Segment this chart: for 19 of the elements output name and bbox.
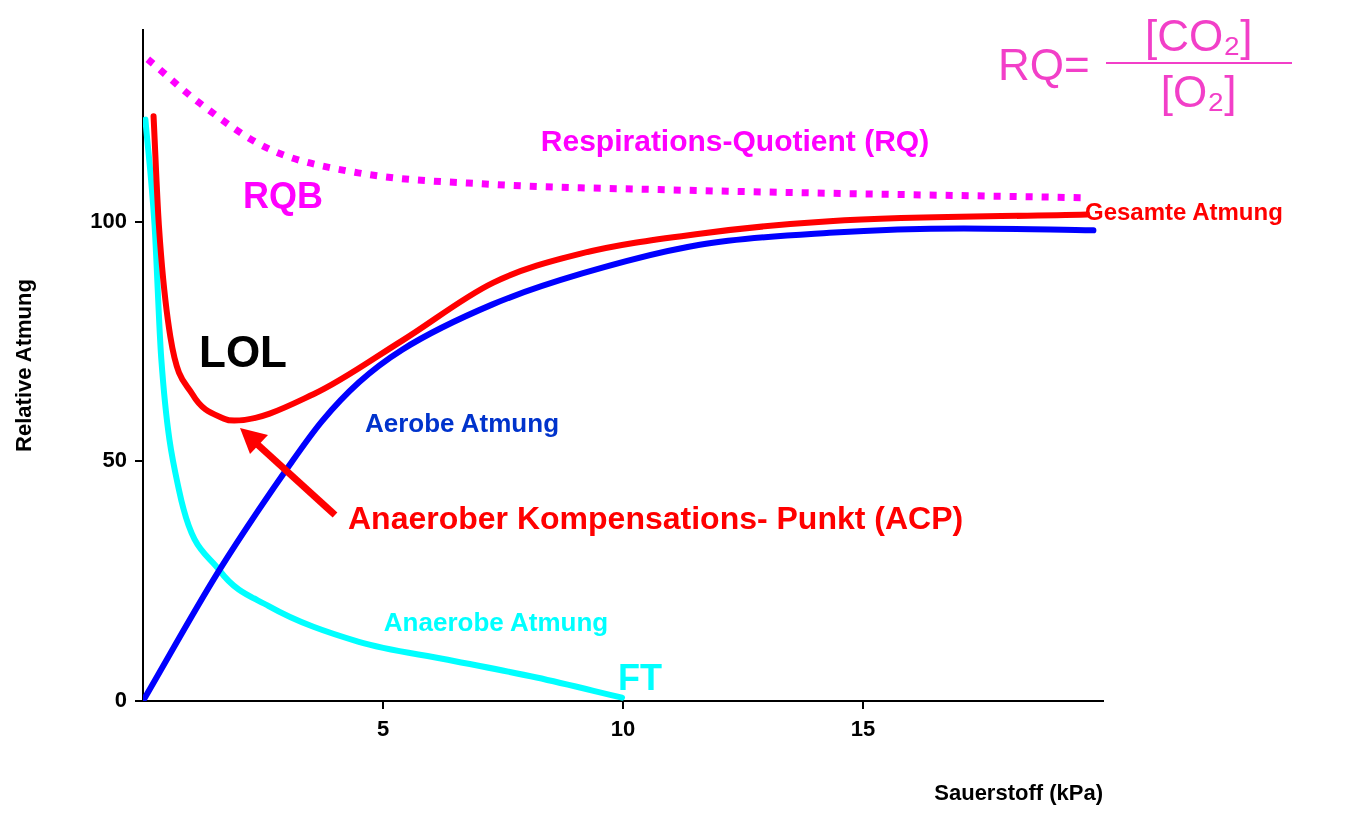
annotation: RQ= xyxy=(998,40,1090,90)
y-axis-title: Relative Atmung xyxy=(11,279,37,452)
x-tick-label: 15 xyxy=(850,716,876,742)
x-tick-label: 5 xyxy=(376,716,390,742)
text: [O₂] xyxy=(1160,66,1237,118)
annotation: FT xyxy=(618,656,662,698)
annotation: RQB xyxy=(243,174,323,216)
y-tick-label: 100 xyxy=(90,207,127,233)
annotation: LOL xyxy=(199,327,287,377)
text: [CO₂] xyxy=(1144,10,1253,62)
y-tick-label: 50 xyxy=(102,447,127,473)
annotation: Anaerober Kompensations- Punkt (ACP) xyxy=(348,499,964,536)
annotation: Respirations-Quotient (RQ) xyxy=(540,124,930,158)
annotation: Gesamte Atmung xyxy=(1085,197,1283,225)
annotation: Anaerobe Atmung xyxy=(383,607,609,638)
x-axis-title: Sauerstoff (kPa) xyxy=(934,779,1103,805)
annotation: Aerobe Atmung xyxy=(364,408,560,439)
y-tick-label: 0 xyxy=(114,687,127,713)
x-tick-label: 10 xyxy=(610,716,636,742)
